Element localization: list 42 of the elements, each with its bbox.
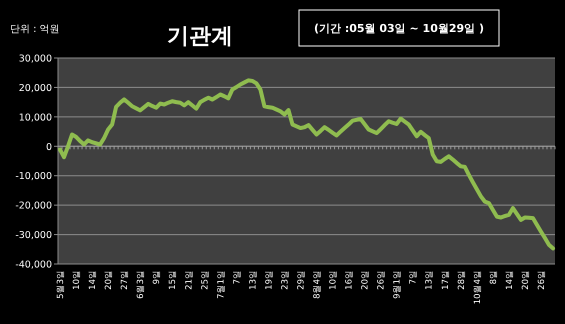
- x-tick-label: 25일: [200, 270, 210, 290]
- x-tick-label: 10일: [72, 270, 82, 290]
- y-tick-label: 20,000: [18, 82, 52, 94]
- x-tick-label: 15일: [168, 270, 178, 290]
- x-tick-label: 9월1일: [392, 270, 403, 299]
- x-tick-label: 19일: [264, 270, 274, 290]
- x-tick-label: 10월4일: [472, 270, 483, 304]
- y-tick-label: 10,000: [18, 112, 52, 124]
- x-tick-label: 14일: [504, 270, 515, 290]
- chart-title: 기관계: [167, 24, 233, 49]
- text: 단위 : 억원: [10, 24, 60, 35]
- x-tick-label: 7일: [408, 270, 419, 284]
- x-tick-label: 13일: [248, 270, 258, 290]
- y-tick-label: 30,000: [18, 54, 52, 64]
- y-tick-label: -20,000: [15, 200, 52, 212]
- x-tick-label: 20일: [520, 270, 531, 290]
- x-tick-label: 23일: [280, 270, 290, 290]
- x-tick-label: 20일: [360, 270, 371, 290]
- x-tick-label: 6월3일: [136, 270, 146, 299]
- x-tick-label: 16일: [344, 270, 355, 290]
- x-tick-label: 8월4일: [312, 270, 323, 299]
- x-tick-label: 26일: [536, 270, 547, 290]
- x-tick-label: 20일: [104, 270, 114, 290]
- y-tick-label: 0: [46, 142, 52, 153]
- x-tick-label: 14일: [88, 270, 98, 290]
- x-tick-label: 8일: [488, 270, 499, 284]
- x-tick-label: 29일: [296, 270, 306, 290]
- x-tick-label: 7일: [232, 270, 242, 284]
- x-tick-label: 27일: [120, 270, 130, 290]
- x-tick-label: 5월3일: [56, 270, 66, 299]
- text: (기간 :05월 03일 ~ 10월29일 ): [314, 22, 484, 35]
- x-tick-label: 26일: [376, 270, 387, 290]
- y-tick-label: -40,000: [15, 260, 52, 270]
- x-tick-label: 7월1일: [216, 270, 226, 299]
- x-tick-label: 21일: [184, 270, 194, 290]
- x-tick-label: 28일: [456, 270, 467, 290]
- y-tick-label: -10,000: [15, 171, 52, 182]
- x-tick-label: 9일: [152, 270, 162, 284]
- y-tick-label: -30,000: [15, 230, 52, 242]
- x-tick-label: 13일: [424, 270, 435, 290]
- x-tick-label: 17일: [440, 270, 451, 290]
- x-tick-label: 10일: [328, 270, 339, 290]
